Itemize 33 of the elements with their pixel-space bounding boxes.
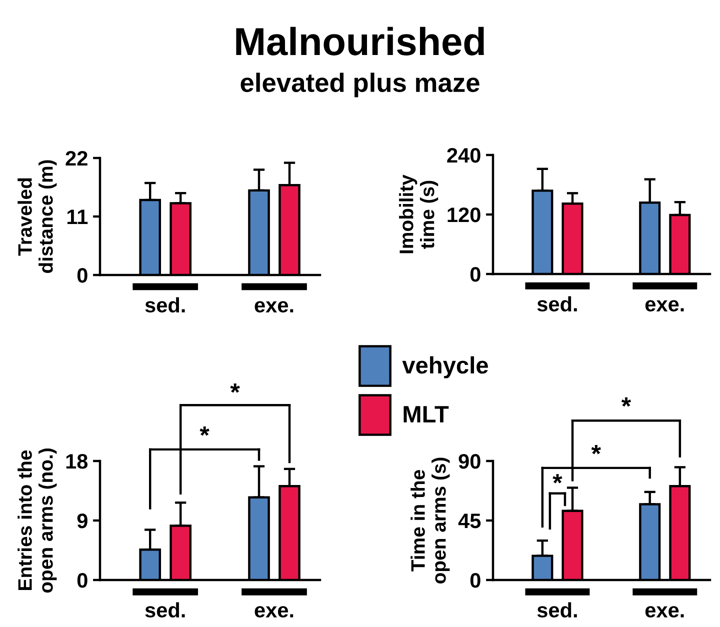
text: * <box>200 426 210 436</box>
legend-label: vehycle <box>402 356 488 378</box>
y-tick-label: 22 <box>66 151 88 166</box>
x-tick-label: sed. <box>537 296 577 312</box>
y-tick-label: 120 <box>448 208 480 222</box>
text: * <box>591 444 601 454</box>
y-tick-label: 9 <box>77 514 88 528</box>
text: * <box>621 397 632 407</box>
y-axis-title: Traveled distance (m) <box>18 160 57 273</box>
y-tick-label: 18 <box>66 454 88 469</box>
y-tick-label: 0 <box>77 573 88 588</box>
x-tick-label: exe. <box>645 300 684 312</box>
x-tick-label: exe. <box>254 301 294 313</box>
x-tick-label: exe. <box>254 606 294 618</box>
chart-title: Malnourished <box>236 26 484 56</box>
y-axis-title: Time in the open arms (s) <box>410 458 450 584</box>
annotation: * <box>552 474 562 484</box>
y-tick-label: 240 <box>447 148 480 163</box>
y-axis-title: Imobility time (s) <box>399 174 438 254</box>
x-tick-label: exe. <box>645 606 684 618</box>
y-tick-label: 90 <box>458 454 480 469</box>
y-tick-label: 0 <box>470 573 480 588</box>
y-axis-title: Entries into the open arms (no.) <box>18 448 57 593</box>
y-tick-label: 11 <box>67 210 88 224</box>
x-tick-label: sed. <box>145 297 185 313</box>
y-tick-label: 0 <box>470 267 480 282</box>
y-tick-label: 45 <box>458 514 481 528</box>
chart-subtitle: elevated plus maze <box>240 72 480 98</box>
y-tick-label: 0 <box>77 268 88 283</box>
x-tick-label: sed. <box>537 602 577 618</box>
text: * <box>230 383 240 393</box>
legend-label: MLT <box>404 406 449 422</box>
x-tick-label: sed. <box>145 602 185 618</box>
